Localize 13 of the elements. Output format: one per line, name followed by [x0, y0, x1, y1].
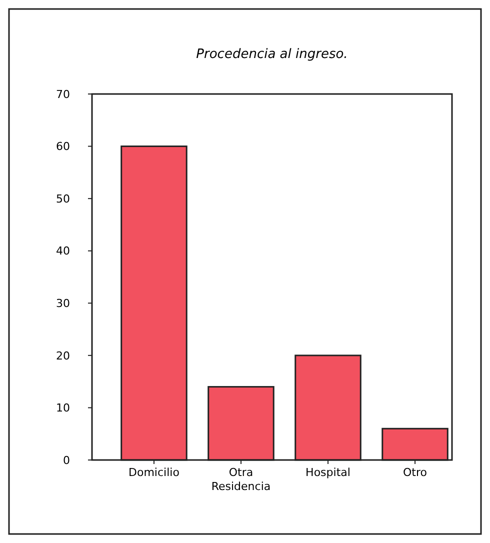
y-tick-label: 40: [56, 244, 70, 258]
y-tick-label: 30: [56, 296, 70, 310]
y-tick-label: 50: [56, 192, 70, 206]
y-tick-label: 10: [56, 402, 70, 415]
chart-title: Procedencia al ingreso.: [196, 47, 348, 62]
x-tick-label: Otra Residencia: [211, 466, 271, 493]
x-tick-label: Domicilio: [128, 466, 180, 479]
x-tick-label: Otro: [403, 466, 428, 479]
y-tick-label: 60: [56, 140, 70, 154]
y-tick-label: 20: [56, 349, 70, 362]
y-tick-label: 0: [63, 454, 70, 467]
y-tick-label: 70: [56, 88, 70, 101]
x-tick-label: Hospital: [306, 466, 350, 479]
